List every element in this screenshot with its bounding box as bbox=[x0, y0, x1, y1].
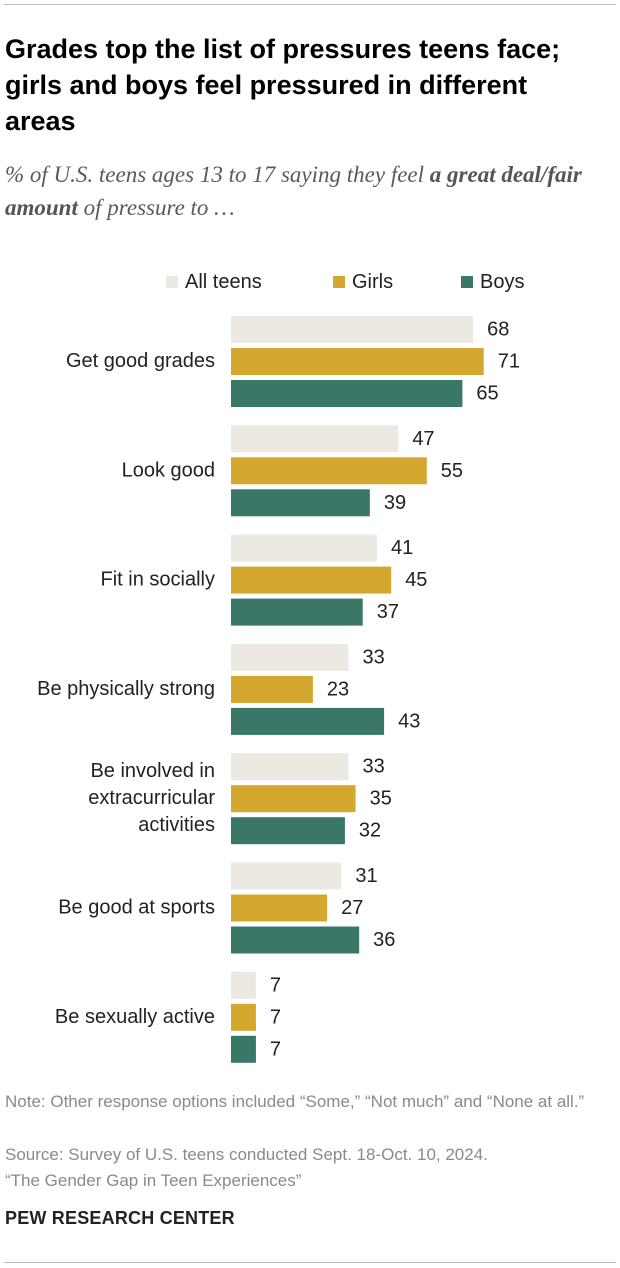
value-label-boys-fit-in-socially: 37 bbox=[377, 601, 399, 623]
bottom-rule bbox=[4, 1262, 616, 1263]
bar-all-teens-be-good-at-sports bbox=[231, 862, 342, 890]
legend-swatch-boys bbox=[461, 276, 473, 288]
legend-item-all-teens: All teens bbox=[166, 268, 262, 296]
chart-subtitle: % of U.S. teens ages 13 to 17 saying the… bbox=[5, 158, 605, 224]
bar-boys-be-sexually-active bbox=[231, 1035, 256, 1063]
category-label-be-good-at-sports: Be good at sports bbox=[58, 897, 215, 919]
category-label-be-involved-in-extracurricular-activities-line-3: activities bbox=[138, 814, 215, 836]
bar-girls-fit-in-socially bbox=[231, 566, 392, 594]
value-label-boys-be-sexually-active: 7 bbox=[270, 1038, 281, 1060]
bar-boys-look-good bbox=[231, 489, 370, 517]
value-label-boys-get-good-grades: 65 bbox=[476, 383, 498, 405]
subtitle-emphasis: a great deal/fair amount bbox=[5, 162, 582, 220]
bar-boys-be-involved-in-extracurricular-activities bbox=[231, 817, 345, 845]
category-label-be-involved-in-extracurricular-activities-line-2: extracurricular bbox=[88, 787, 215, 809]
bar-boys-be-physically-strong bbox=[231, 707, 385, 735]
chart-note: Note: Other response options included “S… bbox=[5, 1092, 585, 1111]
value-label-boys-be-good-at-sports: 36 bbox=[373, 929, 395, 951]
value-label-boys-be-physically-strong: 43 bbox=[398, 710, 420, 732]
bar-boys-get-good-grades bbox=[231, 380, 463, 407]
category-label-be-involved-in-extracurricular-activities-line-1: Be involved in bbox=[90, 760, 215, 782]
value-label-girls-be-sexually-active: 7 bbox=[270, 1006, 281, 1028]
value-label-all-teens-be-involved-in-extracurricular-activities: 33 bbox=[362, 756, 384, 778]
chart-title: Grades top the list of pressures teens f… bbox=[5, 34, 561, 136]
value-label-boys-be-involved-in-extracurricular-activities: 32 bbox=[359, 820, 381, 842]
value-label-all-teens-be-sexually-active: 7 bbox=[270, 974, 281, 996]
bar-all-teens-be-physically-strong bbox=[231, 643, 349, 671]
bar-boys-fit-in-socially bbox=[231, 598, 363, 626]
value-label-all-teens-be-physically-strong: 33 bbox=[362, 646, 384, 668]
category-label-get-good-grades: Get good grades bbox=[66, 350, 215, 372]
legend-item-boys: Boys bbox=[461, 268, 524, 296]
chart-source: Source: Survey of U.S. teens conducted S… bbox=[5, 1145, 488, 1164]
bar-girls-look-good bbox=[231, 457, 427, 485]
subtitle-suffix: of pressure to … bbox=[77, 195, 235, 220]
subtitle-prefix: % of U.S. teens ages 13 to 17 saying the… bbox=[5, 162, 430, 187]
legend-label-all-teens: All teens bbox=[185, 270, 262, 293]
value-label-girls-look-good: 55 bbox=[441, 460, 463, 482]
bar-boys-be-good-at-sports bbox=[231, 926, 360, 954]
legend-item-girls: Girls bbox=[333, 268, 393, 296]
pew-research-center-logo: PEW RESEARCH CENTER bbox=[5, 1208, 235, 1228]
chart-legend: All teens Girls Boys bbox=[0, 268, 620, 296]
category-label-be-sexually-active: Be sexually active bbox=[55, 1006, 215, 1028]
legend-label-girls: Girls bbox=[352, 270, 394, 293]
value-label-all-teens-fit-in-socially: 41 bbox=[391, 537, 413, 559]
legend-label-boys: Boys bbox=[480, 270, 525, 293]
bar-all-teens-fit-in-socially bbox=[231, 534, 377, 562]
value-label-girls-be-involved-in-extracurricular-activities: 35 bbox=[370, 788, 392, 810]
bar-girls-be-sexually-active bbox=[231, 1003, 256, 1031]
bar-girls-be-involved-in-extracurricular-activities bbox=[231, 785, 356, 813]
bar-all-teens-look-good bbox=[231, 425, 399, 453]
value-label-girls-be-physically-strong: 23 bbox=[327, 678, 349, 700]
bar-all-teens-get-good-grades bbox=[231, 316, 474, 343]
value-label-boys-look-good: 39 bbox=[384, 492, 406, 514]
bar-all-teens-be-sexually-active bbox=[231, 971, 256, 999]
category-label-look-good: Look good bbox=[122, 459, 215, 481]
value-label-all-teens-be-good-at-sports: 31 bbox=[355, 865, 377, 887]
category-label-fit-in-socially: Fit in socially bbox=[101, 569, 215, 591]
bar-girls-be-physically-strong bbox=[231, 675, 313, 703]
bar-all-teens-be-involved-in-extracurricular-activities bbox=[231, 753, 349, 781]
value-label-girls-fit-in-socially: 45 bbox=[405, 569, 427, 591]
legend-swatch-all-teens bbox=[166, 276, 178, 288]
report-title: “The Gender Gap in Teen Experiences” bbox=[5, 1171, 302, 1190]
bar-girls-get-good-grades bbox=[231, 348, 484, 375]
value-label-all-teens-get-good-grades: 68 bbox=[487, 319, 509, 341]
category-label-be-physically-strong: Be physically strong bbox=[37, 678, 215, 700]
value-label-girls-get-good-grades: 71 bbox=[498, 351, 520, 373]
top-rule bbox=[4, 4, 616, 5]
value-label-all-teens-look-good: 47 bbox=[412, 428, 434, 450]
bar-girls-be-good-at-sports bbox=[231, 894, 328, 922]
value-label-girls-be-good-at-sports: 27 bbox=[341, 897, 363, 919]
legend-swatch-girls bbox=[333, 276, 345, 288]
